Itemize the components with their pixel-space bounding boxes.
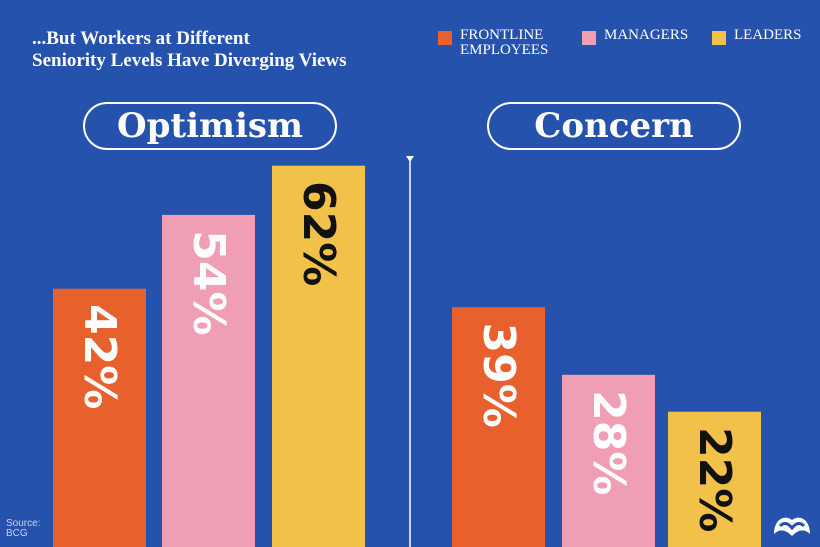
optimism-bar-frontline <box>53 288 146 547</box>
visual-capitalist-logo-icon <box>774 517 810 536</box>
legend: FRONTLINE EMPLOYEES MANAGERS LEADERS <box>438 28 804 58</box>
legend-item-managers: MANAGERS <box>582 28 698 58</box>
concern-bar-frontline <box>452 307 545 547</box>
legend-item-frontline: FRONTLINE EMPLOYEES <box>438 28 568 58</box>
source-name: BCG <box>6 528 28 539</box>
concern-bar-managers <box>562 374 655 547</box>
legend-swatch-frontline <box>438 31 452 45</box>
legend-label-frontline: FRONTLINE EMPLOYEES <box>460 27 549 58</box>
legend-item-leaders: LEADERS <box>712 28 804 58</box>
subtitle-line-1: ...But Workers at Different <box>32 28 250 49</box>
source-note: Source: BCG <box>6 519 40 539</box>
subtitle-line-2: Seniority Levels Have Diverging Views <box>32 50 347 71</box>
concern-panel-title: Concern <box>487 102 741 150</box>
optimism-panel-title: Optimism <box>83 102 337 150</box>
optimism-bar-leaders <box>272 165 365 547</box>
optimism-value-label-frontline: 42% <box>74 304 125 409</box>
legend-label-managers: MANAGERS <box>604 27 689 43</box>
source-label: Source: <box>6 518 41 529</box>
optimism-value-label-leaders: 62% <box>293 181 344 286</box>
concern-bar-leaders <box>668 411 761 547</box>
divider-arrow-icon <box>406 156 414 162</box>
optimism-bar-managers <box>162 214 255 547</box>
optimism-value-label-managers: 54% <box>183 230 234 335</box>
legend-label-leaders: LEADERS <box>734 27 802 43</box>
concern-value-label-managers: 28% <box>583 390 634 495</box>
legend-swatch-managers <box>582 31 596 45</box>
concern-value-label-leaders: 22% <box>689 427 740 532</box>
concern-value-label-frontline: 39% <box>473 322 524 427</box>
legend-swatch-leaders <box>712 31 726 45</box>
chart-subtitle: ...But Workers at Different Seniority Le… <box>32 28 412 72</box>
